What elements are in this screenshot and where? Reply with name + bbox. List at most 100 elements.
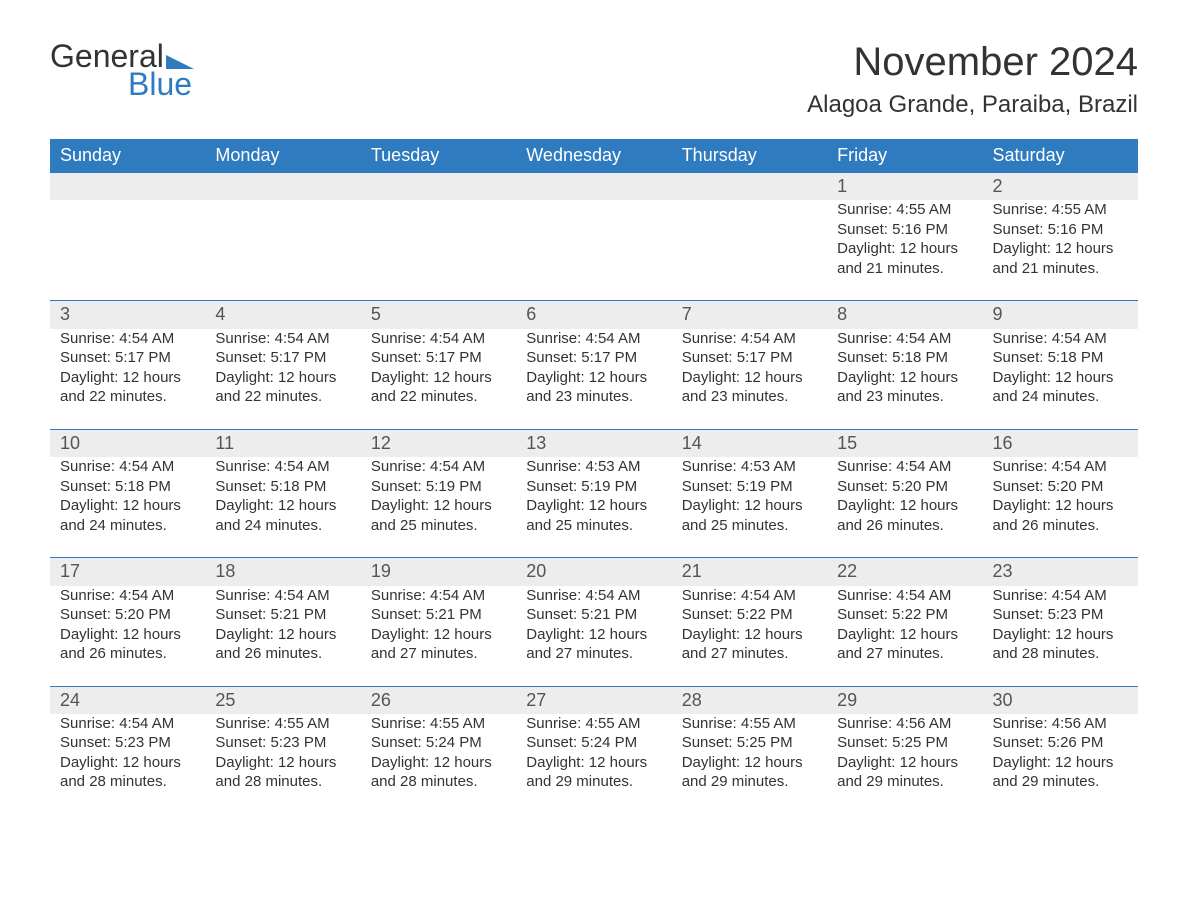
day-detail-cell: Sunrise: 4:54 AMSunset: 5:23 PMDaylight:… — [50, 714, 205, 814]
month-title: November 2024 — [807, 40, 1138, 85]
day-detail-cell: Sunrise: 4:54 AMSunset: 5:17 PMDaylight:… — [50, 329, 205, 430]
sunset-text: Sunset: 5:23 PM — [215, 733, 350, 753]
sunset-text: Sunset: 5:18 PM — [60, 477, 195, 497]
day-number-cell: 15 — [827, 429, 982, 457]
sunrise-text: Sunrise: 4:54 AM — [60, 329, 195, 349]
day-detail-cell: Sunrise: 4:54 AMSunset: 5:22 PMDaylight:… — [827, 586, 982, 687]
daylight-text: Daylight: 12 hours and 28 minutes. — [215, 753, 350, 792]
sunrise-text: Sunrise: 4:54 AM — [371, 457, 506, 477]
sunrise-text: Sunrise: 4:55 AM — [526, 714, 661, 734]
day-number-cell: 16 — [983, 429, 1138, 457]
day-number-cell: 29 — [827, 686, 982, 714]
sunset-text: Sunset: 5:16 PM — [993, 220, 1128, 240]
sunset-text: Sunset: 5:25 PM — [682, 733, 817, 753]
day-detail-cell: Sunrise: 4:54 AMSunset: 5:19 PMDaylight:… — [361, 457, 516, 558]
day-number-cell: 28 — [672, 686, 827, 714]
day-number-cell — [205, 173, 360, 201]
day-number-cell — [516, 173, 671, 201]
day-number-cell: 20 — [516, 558, 671, 586]
sunrise-text: Sunrise: 4:54 AM — [371, 586, 506, 606]
day-number-cell: 17 — [50, 558, 205, 586]
daylight-text: Daylight: 12 hours and 29 minutes. — [682, 753, 817, 792]
day-header: Friday — [827, 139, 982, 173]
day-number-cell: 27 — [516, 686, 671, 714]
day-number-row: 24252627282930 — [50, 686, 1138, 714]
day-number-cell: 13 — [516, 429, 671, 457]
day-number-cell: 19 — [361, 558, 516, 586]
sunrise-text: Sunrise: 4:54 AM — [215, 329, 350, 349]
day-detail-cell: Sunrise: 4:55 AMSunset: 5:16 PMDaylight:… — [983, 200, 1138, 301]
daylight-text: Daylight: 12 hours and 24 minutes. — [215, 496, 350, 535]
daylight-text: Daylight: 12 hours and 27 minutes. — [371, 625, 506, 664]
day-number-row: 3456789 — [50, 301, 1138, 329]
sunset-text: Sunset: 5:17 PM — [60, 348, 195, 368]
day-number-cell: 10 — [50, 429, 205, 457]
sunset-text: Sunset: 5:21 PM — [526, 605, 661, 625]
sunset-text: Sunset: 5:18 PM — [837, 348, 972, 368]
sunset-text: Sunset: 5:20 PM — [60, 605, 195, 625]
day-number-cell: 24 — [50, 686, 205, 714]
sunset-text: Sunset: 5:19 PM — [371, 477, 506, 497]
day-number-cell: 18 — [205, 558, 360, 586]
day-number-cell: 14 — [672, 429, 827, 457]
sunrise-text: Sunrise: 4:54 AM — [993, 586, 1128, 606]
day-detail-cell: Sunrise: 4:55 AMSunset: 5:24 PMDaylight:… — [361, 714, 516, 814]
daylight-text: Daylight: 12 hours and 29 minutes. — [993, 753, 1128, 792]
sunrise-text: Sunrise: 4:54 AM — [371, 329, 506, 349]
day-detail-cell: Sunrise: 4:54 AMSunset: 5:22 PMDaylight:… — [672, 586, 827, 687]
day-number-cell: 7 — [672, 301, 827, 329]
day-detail-row: Sunrise: 4:54 AM Sunset: 5:20 PM Daylight:… — [50, 586, 1138, 687]
daylight-text: Daylight: 12 hours and 28 minutes. — [60, 753, 195, 792]
day-number-cell — [361, 173, 516, 201]
sunset-text: Sunset: 5:24 PM — [371, 733, 506, 753]
day-number-cell: 21 — [672, 558, 827, 586]
daylight-text: Daylight: 12 hours and 26 minutes. — [837, 496, 972, 535]
sunrise-text: Sunrise: 4:54 AM — [993, 457, 1128, 477]
day-detail-cell — [361, 200, 516, 301]
day-number-cell: 6 — [516, 301, 671, 329]
day-number-cell — [672, 173, 827, 201]
day-detail-cell — [50, 200, 205, 301]
sunset-text: Sunset: 5:17 PM — [215, 348, 350, 368]
page-header: General Blue November 2024 Alagoa Grande… — [50, 40, 1138, 119]
day-detail-cell: Sunrise: 4:53 AMSunset: 5:19 PMDaylight:… — [516, 457, 671, 558]
sunrise-text: Sunrise: 4:54 AM — [526, 329, 661, 349]
day-detail-row: Sunrise: 4:54 AMSunset: 5:17 PMDaylight:… — [50, 329, 1138, 430]
daylight-text: Daylight: 12 hours and 26 minutes. — [215, 625, 350, 664]
sunset-text: Sunset: 5:22 PM — [837, 605, 972, 625]
day-detail-cell: Sunrise: 4:53 AMSunset: 5:19 PMDaylight:… — [672, 457, 827, 558]
day-detail-cell: Sunrise: 4:55 AMSunset: 5:25 PMDaylight:… — [672, 714, 827, 814]
day-detail-cell: Sunrise: 4:54 AMSunset: 5:20 PMDaylight:… — [50, 586, 205, 687]
sunset-text: Sunset: 5:19 PM — [526, 477, 661, 497]
day-detail-cell: Sunrise: 4:55 AMSunset: 5:23 PMDaylight:… — [205, 714, 360, 814]
daylight-text: Daylight: 12 hours and 23 minutes. — [682, 368, 817, 407]
daylight-text: Daylight: 12 hours and 27 minutes. — [682, 625, 817, 664]
day-detail-cell: Sunrise: 4:54 AMSunset: 5:17 PMDaylight:… — [516, 329, 671, 430]
sunset-text: Sunset: 5:18 PM — [215, 477, 350, 497]
daylight-text: Daylight: 12 hours and 22 minutes. — [215, 368, 350, 407]
sunrise-text: Sunrise: 4:54 AM — [837, 329, 972, 349]
day-number-cell: 9 — [983, 301, 1138, 329]
sunrise-text: Sunrise: 4:54 AM — [837, 586, 972, 606]
day-number-cell — [50, 173, 205, 201]
sunrise-text: Sunrise: 4:54 AM — [993, 329, 1128, 349]
daylight-text: Daylight: 12 hours and 23 minutes. — [526, 368, 661, 407]
location-text: Alagoa Grande, Paraiba, Brazil — [807, 91, 1138, 119]
day-detail-cell: Sunrise: 4:54 AMSunset: 5:20 PMDaylight:… — [983, 457, 1138, 558]
daylight-text: Daylight: 12 hours and 25 minutes. — [526, 496, 661, 535]
daylight-text: Daylight: 12 hours and 29 minutes. — [837, 753, 972, 792]
day-detail-cell: Sunrise: 4:54 AMSunset: 5:21 PMDaylight:… — [205, 586, 360, 687]
daylight-text: Daylight: 12 hours and 21 minutes. — [837, 239, 972, 278]
sunrise-text: Sunrise: 4:54 AM — [526, 586, 661, 606]
day-number-cell: 8 — [827, 301, 982, 329]
sunrise-text: Sunrise: 4:55 AM — [837, 200, 972, 220]
sunset-text: Sunset: 5:20 PM — [837, 477, 972, 497]
day-detail-cell: Sunrise: 4:54 AMSunset: 5:17 PMDaylight:… — [205, 329, 360, 430]
sunset-text: Sunset: 5:20 PM — [993, 477, 1128, 497]
day-number-cell: 26 — [361, 686, 516, 714]
sunset-text: Sunset: 5:18 PM — [993, 348, 1128, 368]
sunset-text: Sunset: 5:19 PM — [682, 477, 817, 497]
day-number-cell: 5 — [361, 301, 516, 329]
sunset-text: Sunset: 5:16 PM — [837, 220, 972, 240]
day-header: Saturday — [983, 139, 1138, 173]
